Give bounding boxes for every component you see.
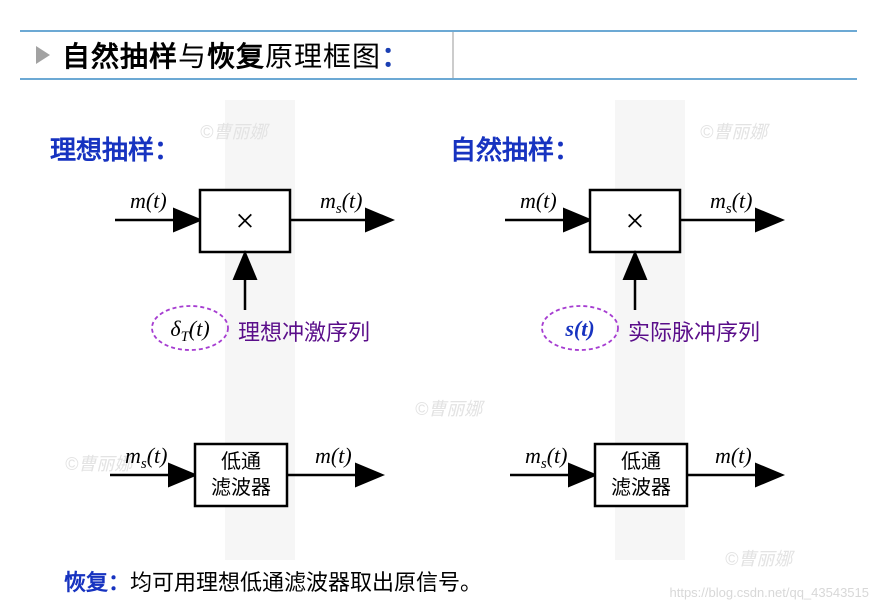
- sequence-symbol: s(t): [564, 316, 594, 341]
- header-divider: [452, 32, 454, 78]
- rec-input-label: ms(t): [125, 443, 168, 472]
- left-subtitle: 理想抽样：: [50, 130, 180, 167]
- natural-seq-label: 实际脉冲序列: [628, 315, 760, 347]
- output-label: ms(t): [320, 188, 363, 217]
- title-part2: 与: [178, 41, 207, 72]
- rec-output-label: m(t): [315, 443, 352, 468]
- rec-input-label: ms(t): [525, 443, 568, 472]
- multiply-icon: ×: [235, 203, 254, 240]
- page-title: 自然抽样与恢复原理框图：: [62, 35, 410, 75]
- filter-line1: 低通: [621, 450, 661, 473]
- header-bar: 自然抽样与恢复原理框图：: [20, 30, 857, 80]
- footer-body: 均可用理想低通滤波器取出原信号。: [130, 570, 482, 595]
- natural-recovery-diagram: ms(t) 低通 滤波器 m(t): [495, 430, 815, 520]
- sequence-symbol: δT(t): [170, 316, 209, 345]
- filter-line1: 低通: [221, 450, 261, 473]
- title-part1: 自然抽样: [62, 41, 178, 72]
- watermark: ©曹丽娜: [415, 395, 482, 421]
- title-colon: ：: [381, 41, 410, 72]
- rec-output-label: m(t): [715, 443, 752, 468]
- watermark: ©曹丽娜: [725, 545, 792, 571]
- output-label: ms(t): [710, 188, 753, 217]
- title-part4: 原理框图: [265, 41, 381, 72]
- url-watermark: https://blog.csdn.net/qq_43543515: [670, 585, 870, 600]
- input-label: m(t): [130, 188, 167, 213]
- input-label: m(t): [520, 188, 557, 213]
- footer-text: 恢复：均可用理想低通滤波器取出原信号。: [64, 565, 482, 597]
- right-subtitle: 自然抽样：: [450, 130, 580, 167]
- watermark: ©曹丽娜: [700, 118, 767, 144]
- title-part3: 恢复: [207, 41, 265, 72]
- ideal-recovery-diagram: ms(t) 低通 滤波器 m(t): [95, 430, 415, 520]
- filter-line2: 滤波器: [211, 476, 271, 499]
- ideal-seq-label: 理想冲激序列: [238, 315, 370, 347]
- chevron-icon: [36, 46, 50, 64]
- filter-line2: 滤波器: [611, 476, 671, 499]
- footer-label: 恢复：: [64, 570, 130, 595]
- multiply-icon: ×: [625, 203, 644, 240]
